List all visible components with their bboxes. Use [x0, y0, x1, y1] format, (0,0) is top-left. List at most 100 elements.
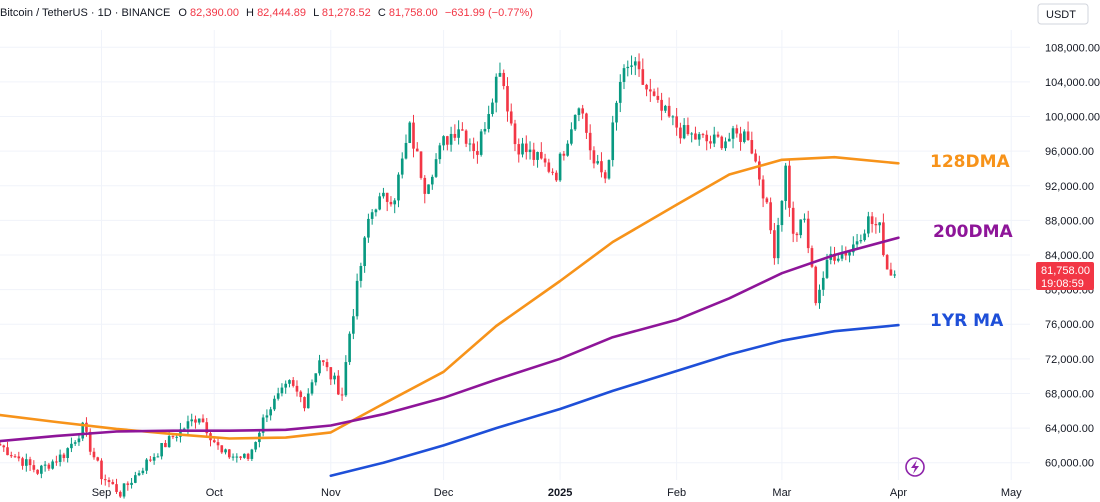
- candle: [765, 196, 769, 205]
- candle: [295, 380, 299, 397]
- candle: [340, 387, 344, 401]
- candle: [630, 55, 633, 75]
- candle: [878, 222, 881, 233]
- candle: [269, 406, 272, 421]
- candle: [570, 122, 573, 146]
- candle: [720, 135, 724, 150]
- candle: [464, 129, 468, 148]
- candle: [40, 464, 43, 479]
- candle: [408, 121, 412, 144]
- candle: [265, 409, 269, 423]
- candle: [739, 126, 742, 151]
- candle: [536, 151, 539, 168]
- candle: [314, 373, 318, 386]
- candle: [13, 454, 17, 458]
- candle: [126, 481, 130, 491]
- candle: [524, 135, 528, 160]
- candle: [461, 122, 464, 131]
- candle: [134, 471, 137, 484]
- candle: [423, 175, 427, 204]
- candle: [746, 121, 750, 141]
- candle: [201, 414, 205, 423]
- candle: [28, 456, 32, 471]
- candle: [607, 159, 611, 180]
- candle: [2, 444, 6, 452]
- x-tick-label: Feb: [667, 487, 686, 499]
- candle: [769, 197, 772, 234]
- candle: [874, 217, 878, 234]
- candle: [171, 435, 175, 440]
- candle: [419, 151, 423, 180]
- candle: [55, 455, 58, 466]
- ma-line-1yr-ma: [329, 323, 900, 478]
- candle: [885, 253, 889, 270]
- candle: [821, 271, 825, 296]
- candle: [848, 251, 851, 263]
- candle: [577, 107, 581, 122]
- y-tick-label: 72,000.00: [1045, 354, 1094, 366]
- x-tick-label: Apr: [890, 487, 907, 499]
- ma-line-200dma: [0, 236, 900, 443]
- y-tick-label: 100,000.00: [1045, 112, 1100, 124]
- candle: [844, 246, 848, 261]
- candle: [618, 74, 622, 113]
- candle: [889, 262, 893, 276]
- candle: [434, 153, 438, 179]
- candle: [799, 219, 803, 239]
- candle: [547, 158, 551, 174]
- currency-selector[interactable]: USDT: [1037, 3, 1089, 25]
- candle: [73, 440, 77, 446]
- candle: [6, 441, 9, 456]
- candle: [818, 284, 821, 309]
- candle: [806, 210, 810, 254]
- candle: [539, 142, 543, 160]
- candle: [649, 78, 652, 102]
- candle: [216, 437, 220, 450]
- candle: [111, 479, 115, 485]
- candle: [24, 453, 28, 472]
- moving-averages-layer: [0, 155, 900, 478]
- candle: [645, 83, 648, 97]
- candle: [21, 456, 24, 470]
- last-price: 81,758.00: [1041, 265, 1090, 277]
- candle: [682, 118, 686, 140]
- candle: [149, 456, 152, 463]
- candle: [701, 132, 705, 138]
- candle: [70, 437, 73, 453]
- candle: [705, 130, 709, 151]
- candle: [367, 213, 370, 243]
- candle: [487, 105, 491, 133]
- candle: [190, 413, 194, 427]
- svg-text:Bitcoin / TetherUS · 1D · BINA: Bitcoin / TetherUS · 1D · BINANCE O 82,3…: [0, 7, 533, 19]
- candle: [17, 451, 21, 462]
- candle: [152, 453, 156, 465]
- candle: [562, 151, 566, 161]
- y-tick-label: 92,000.00: [1045, 181, 1094, 193]
- ma1yr-label: 1YR MA: [930, 311, 1004, 331]
- candle: [622, 64, 626, 90]
- candle: [276, 387, 280, 401]
- candle: [58, 449, 62, 467]
- grid-layer: [0, 30, 1030, 480]
- candle: [427, 184, 430, 195]
- candle: [449, 126, 453, 152]
- candle: [227, 449, 231, 459]
- candle: [103, 474, 107, 486]
- candle: [596, 154, 600, 165]
- candle: [491, 98, 494, 117]
- candle: [724, 137, 727, 151]
- candle: [852, 236, 855, 256]
- candle: [453, 124, 457, 141]
- candle: [77, 434, 81, 446]
- candle: [754, 149, 757, 163]
- candle: [690, 132, 693, 143]
- candle: [186, 415, 190, 436]
- y-tick-label: 88,000.00: [1045, 215, 1094, 227]
- candle: [363, 236, 366, 273]
- candle: [671, 115, 675, 126]
- candle: [385, 192, 389, 212]
- lightning-icon[interactable]: [905, 457, 925, 477]
- candle: [712, 126, 716, 148]
